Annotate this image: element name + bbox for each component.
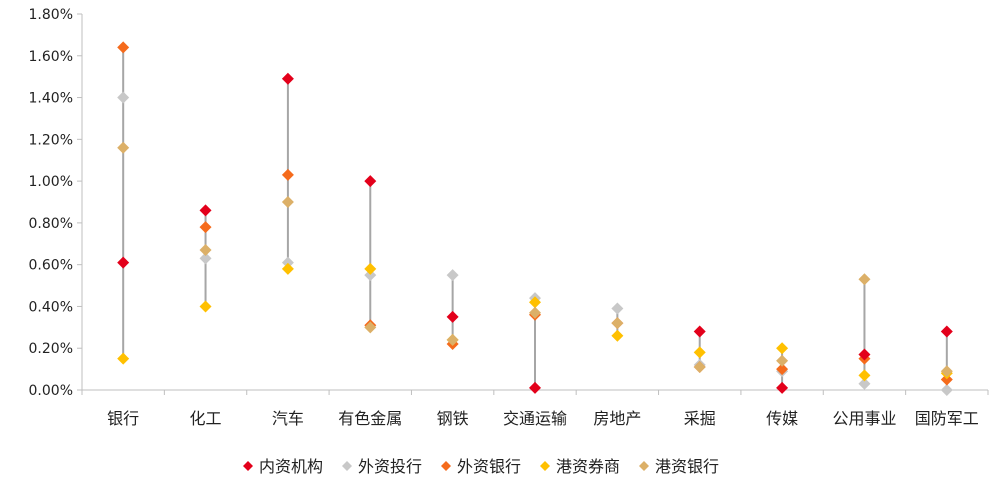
legend-marker: [342, 461, 352, 471]
data-point: [940, 384, 953, 396]
y-tick-label: 1.40%: [29, 91, 73, 107]
legend-marker: [540, 461, 550, 471]
legend-label: 内资机构: [259, 457, 323, 476]
category-label: 有色金属: [338, 409, 402, 428]
data-point: [529, 296, 541, 309]
data-points: [117, 41, 953, 396]
data-point: [776, 363, 789, 376]
y-tick-label: 1.00%: [29, 174, 73, 190]
data-point: [940, 365, 953, 378]
legend-marker: [243, 461, 253, 471]
data-point: [776, 354, 789, 367]
category-label: 化工: [190, 409, 222, 428]
data-point: [858, 377, 871, 390]
data-point: [776, 342, 789, 355]
data-point: [117, 41, 130, 54]
data-point: [364, 175, 377, 188]
data-point: [446, 333, 459, 346]
data-point: [281, 262, 294, 275]
data-point: [199, 252, 212, 265]
legend-label: 港资银行: [655, 457, 719, 476]
data-point: [281, 256, 294, 269]
category-label: 银行: [107, 409, 139, 428]
data-point: [611, 329, 624, 342]
category-label: 公用事业: [832, 409, 896, 428]
y-tick-label: 1.80%: [29, 7, 73, 23]
category-label: 传媒: [766, 409, 798, 428]
data-point: [529, 381, 541, 394]
legend: 内资机构 外资投行 外资银行 港资券商 港资银行: [243, 457, 719, 476]
data-point: [446, 310, 459, 323]
data-point: [281, 72, 294, 85]
category-label: 汽车: [272, 409, 304, 428]
y-tick-label: 1.20%: [29, 132, 73, 148]
data-point: [693, 361, 706, 374]
data-point: [611, 302, 624, 315]
category-label: 采掘: [684, 409, 716, 428]
axes: 0.00% 0.20% 0.40% 0.60% 0.80% 1.00% 1.20% 1.40%…: [29, 7, 989, 428]
y-tick-label: 0.00%: [29, 383, 73, 399]
data-point: [117, 141, 130, 154]
data-point: [364, 262, 377, 275]
data-point: [281, 168, 294, 181]
y-tick-label: 0.40%: [29, 299, 73, 315]
legend-marker: [639, 461, 649, 471]
data-point: [117, 352, 130, 365]
data-point: [858, 273, 871, 286]
data-point: [776, 381, 789, 394]
legend-label: 外资投行: [358, 457, 422, 476]
data-point: [693, 346, 706, 359]
y-tick-label: 0.60%: [29, 258, 73, 274]
legend-label: 港资券商: [556, 457, 620, 476]
data-point: [281, 196, 294, 208]
data-point: [199, 244, 212, 257]
data-point: [364, 269, 377, 282]
data-point: [693, 325, 706, 338]
data-point: [446, 269, 459, 282]
category-label: 交通运输: [503, 409, 567, 428]
data-point: [858, 348, 871, 361]
data-point: [529, 306, 541, 319]
data-point: [611, 317, 624, 330]
data-point: [940, 325, 953, 338]
data-point: [858, 369, 871, 382]
category-label: 国防军工: [915, 409, 979, 428]
data-point: [199, 204, 212, 217]
data-point: [940, 373, 953, 386]
y-tick-label: 0.80%: [29, 216, 73, 232]
data-point: [199, 300, 212, 313]
category-label: 房地产: [593, 409, 641, 428]
category-label: 钢铁: [437, 409, 469, 428]
data-point: [199, 221, 212, 234]
data-point: [117, 256, 130, 269]
y-tick-label: 1.60%: [29, 49, 73, 65]
data-point: [117, 91, 130, 104]
range-lines: [122, 47, 948, 390]
legend-label: 外资银行: [457, 457, 521, 476]
y-tick-label: 0.20%: [29, 341, 73, 357]
data-point: [364, 321, 377, 334]
legend-marker: [441, 461, 451, 471]
